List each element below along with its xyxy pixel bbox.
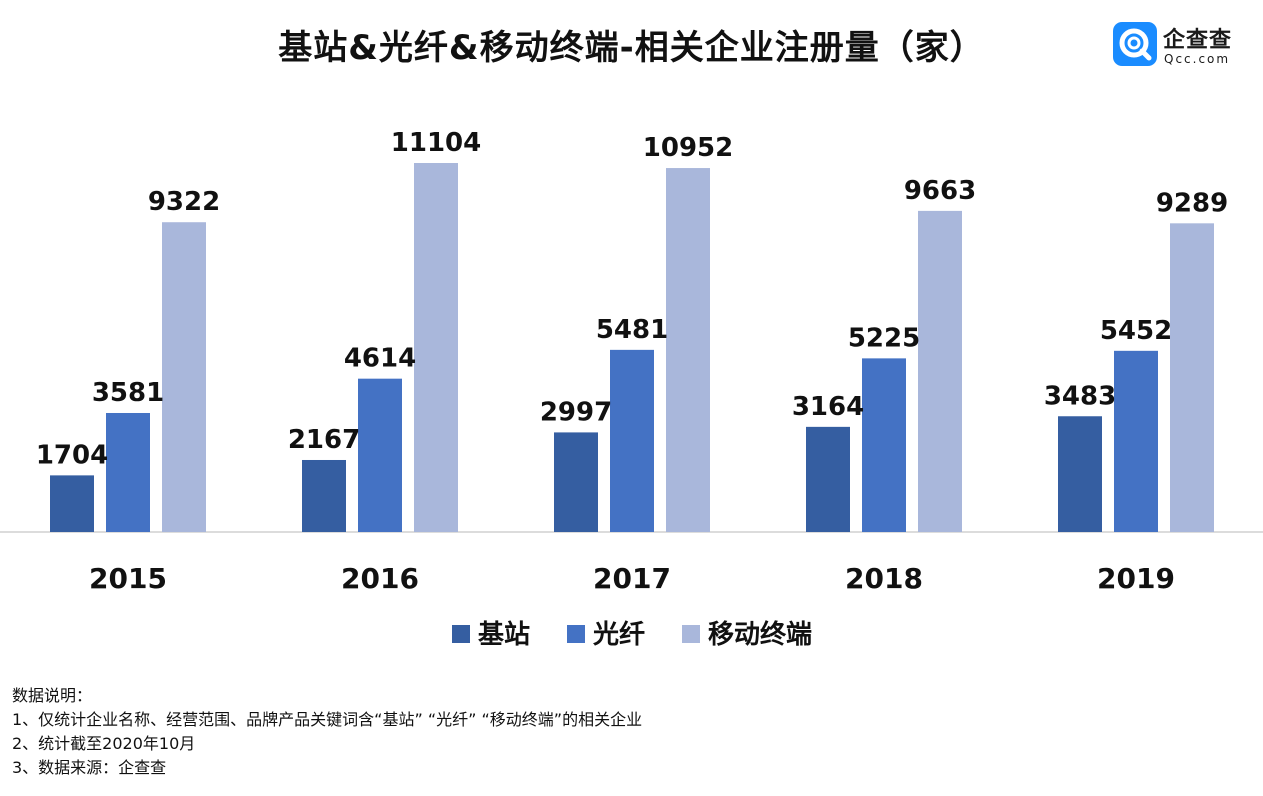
- data-notes: 数据说明： 1、仅统计企业名称、经营范围、品牌产品关键词含“基站” “光纤” “…: [12, 684, 642, 780]
- value-label-2018-1: 5225: [848, 323, 920, 353]
- bar-2019-2: [1170, 223, 1214, 532]
- bar-2019-1: [1114, 350, 1158, 532]
- value-label-2019-0: 3483: [1044, 381, 1116, 411]
- logo-name: 企查查: [1163, 28, 1233, 53]
- value-label-2015-1: 3581: [92, 378, 164, 408]
- value-label-2015-0: 1704: [36, 440, 108, 470]
- legend-label-0: 基站: [478, 620, 530, 650]
- bar-2018-0: [806, 426, 850, 532]
- value-label-2016-2: 11104: [391, 128, 481, 158]
- notes-heading: 数据说明：: [12, 686, 93, 705]
- bar-2015-1: [106, 412, 150, 532]
- value-label-2019-2: 9289: [1156, 188, 1228, 218]
- bar-2017-2: [666, 168, 710, 532]
- bar-2019-0: [1058, 416, 1102, 532]
- value-label-2018-0: 3164: [792, 392, 864, 422]
- value-label-2017-0: 2997: [540, 397, 612, 427]
- bar-chart: 1704 3581 9322 2167 4614 11104 2997 5481 10952 31…: [0, 128, 1263, 650]
- value-label-2019-1: 5452: [1100, 316, 1172, 346]
- x-tick-2018: 2018: [845, 562, 923, 595]
- legend-swatch-2: [682, 625, 700, 643]
- value-label-2016-1: 4614: [344, 344, 416, 374]
- x-tick-2016: 2016: [341, 562, 419, 595]
- notes-line-2: 2、统计截至2020年10月: [12, 734, 196, 753]
- bar-2016-0: [302, 459, 346, 532]
- legend-label-2: 移动终端: [708, 619, 812, 650]
- bar-2018-2: [918, 210, 962, 532]
- x-tick-labels-group: 2015 2016 2017 2018 2019: [89, 562, 1175, 595]
- logo-domain: Qcc.com: [1164, 52, 1231, 66]
- value-label-2017-2: 10952: [643, 133, 733, 163]
- x-tick-2019: 2019: [1097, 562, 1175, 595]
- bar-2016-2: [414, 163, 458, 532]
- legend: 基站 光纤 移动终端: [452, 619, 812, 650]
- qcc-logo-icon: [1113, 22, 1157, 66]
- legend-swatch-1: [567, 625, 585, 643]
- bar-2015-2: [162, 222, 206, 532]
- bar-2015-0: [50, 475, 94, 532]
- x-tick-2015: 2015: [89, 562, 167, 595]
- notes-line-1: 1、仅统计企业名称、经营范围、品牌产品关键词含“基站” “光纤” “移动终端”的…: [12, 710, 643, 729]
- value-label-2018-2: 9663: [904, 176, 976, 206]
- value-label-2017-1: 5481: [596, 315, 668, 345]
- bars-group: [50, 163, 1214, 532]
- value-label-2015-2: 9322: [148, 187, 220, 217]
- value-labels-group: 1704 3581 9322 2167 4614 11104 2997 5481 10952 31…: [36, 128, 1228, 470]
- bar-2017-0: [554, 432, 598, 532]
- x-tick-2017: 2017: [593, 562, 671, 595]
- notes-line-3: 3、数据来源：企查查: [12, 758, 167, 777]
- bar-2016-1: [358, 378, 402, 532]
- bar-2017-1: [610, 349, 654, 532]
- legend-label-1: 光纤: [592, 620, 645, 650]
- value-label-2016-0: 2167: [288, 425, 360, 455]
- qcc-logo: 企查查 Qcc.com: [1113, 22, 1253, 70]
- chart-title: 基站&光纤&移动终端-相关企业注册量（家）: [278, 28, 985, 68]
- legend-swatch-0: [452, 625, 470, 643]
- bar-2018-1: [862, 358, 906, 532]
